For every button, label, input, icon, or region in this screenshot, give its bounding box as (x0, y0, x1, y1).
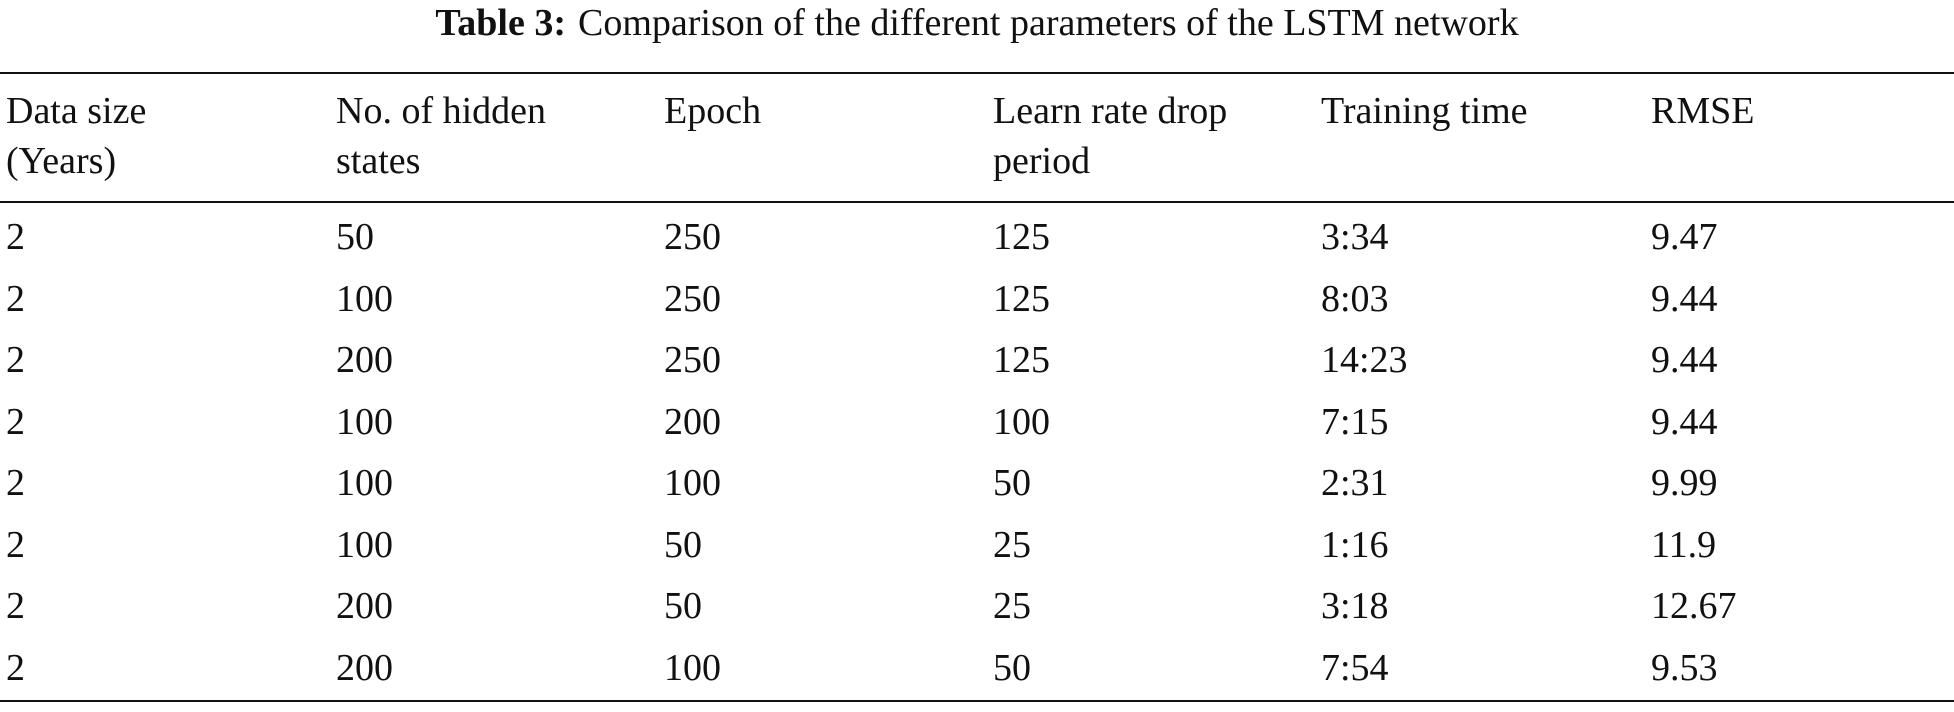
table-cell: 9.44 (1651, 339, 1718, 381)
table-cell: 3:18 (1321, 585, 1389, 627)
header-rule (0, 201, 1954, 203)
table-cell: 200 (336, 646, 393, 689)
table-cell: 200 (336, 585, 393, 627)
table-cell: 25 (993, 585, 1031, 627)
table-cell: 100 (336, 462, 393, 504)
table-cell: 200 (336, 339, 393, 381)
table-cell: 100 (336, 277, 393, 320)
table-cell: 50 (336, 216, 374, 258)
table-cell: 3:34 (1321, 216, 1389, 258)
table-cell: 50 (993, 646, 1031, 689)
column-header: Learn rate drop period (993, 90, 1228, 182)
column-header: RMSE (1651, 90, 1755, 132)
table-caption: Table 3: Comparison of the different para… (0, 0, 1954, 46)
table-cell: 50 (664, 523, 702, 566)
table-cell: 125 (993, 339, 1050, 381)
table-cell: 12.67 (1651, 585, 1737, 627)
table-cell: 100 (993, 400, 1050, 443)
column-header: Data size (Years) (6, 90, 147, 182)
table-cell: 9.44 (1651, 400, 1718, 443)
table-cell: 2:31 (1321, 462, 1389, 504)
table-cell: 2 (6, 339, 25, 381)
table-cell: 2 (6, 400, 25, 443)
table-cell: 9.44 (1651, 277, 1718, 320)
table-cell: 9.47 (1651, 216, 1718, 258)
top-rule (0, 72, 1954, 74)
table-cell: 50 (664, 585, 702, 627)
table-cell: 7:15 (1321, 400, 1389, 443)
bottom-rule (0, 700, 1954, 702)
table-cell: 2 (6, 646, 25, 689)
column-header: No. of hidden states (336, 90, 547, 182)
table-cell: 25 (993, 523, 1031, 566)
table-cell: 7:54 (1321, 646, 1389, 689)
table-cell: 2 (6, 216, 25, 258)
table-cell: 100 (336, 400, 393, 443)
caption-label: Table 3: (435, 2, 566, 44)
table-cell: 2 (6, 523, 25, 566)
table-cell: 125 (993, 216, 1050, 258)
table-cell: 250 (664, 339, 721, 381)
table-cell: 9.53 (1651, 646, 1718, 689)
table-cell: 250 (664, 216, 721, 258)
column-header: Epoch (664, 90, 762, 132)
table-cell: 11.9 (1651, 523, 1717, 566)
table-cell: 2 (6, 585, 25, 627)
caption-text: Comparison of the different parameters o… (577, 2, 1519, 44)
table-cell: 8:03 (1321, 277, 1389, 320)
table-cell: 2 (6, 277, 25, 320)
table-cell: 2 (6, 462, 25, 504)
table-cell: 100 (336, 523, 393, 566)
table-cell: 1:16 (1321, 523, 1389, 566)
column-header: Training time (1321, 90, 1528, 132)
table-cell: 100 (664, 646, 721, 689)
table-cell: 50 (993, 462, 1031, 504)
table-cell: 14:23 (1321, 339, 1408, 381)
table-cell: 100 (664, 462, 721, 504)
table-cell: 200 (664, 400, 721, 443)
table-cell: 250 (664, 277, 721, 320)
table-cell: 125 (993, 277, 1050, 320)
table-cell: 9.99 (1651, 462, 1718, 504)
